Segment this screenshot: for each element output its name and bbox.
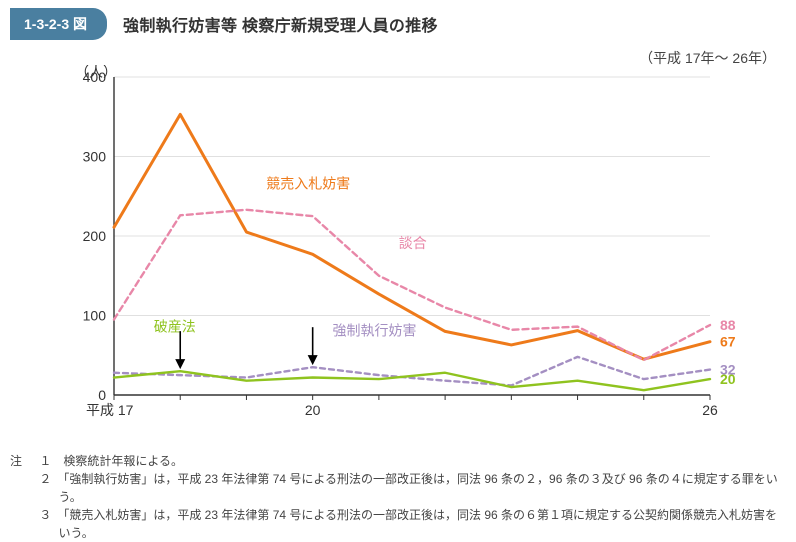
footnote-line: １ 検察統計年報による。 — [39, 452, 779, 470]
svg-text:300: 300 — [83, 149, 107, 165]
line-chart: 0100200300400（人）平成 172026競売入札妨害67談合88強制執… — [60, 65, 760, 425]
series-label-kyobai: 競売入札妨害 — [266, 175, 350, 191]
end-label-dango: 88 — [720, 317, 736, 333]
end-label-hasan: 20 — [720, 371, 736, 387]
svg-text:100: 100 — [83, 308, 107, 324]
svg-text:0: 0 — [98, 387, 106, 403]
figure-title: 強制執行妨害等 検察庁新規受理人員の推移 — [123, 12, 438, 36]
series-label-hasan: 破産法 — [154, 318, 196, 334]
end-label-kyobai: 67 — [720, 334, 736, 350]
figure-tag: 1-3-2-3 図 — [10, 8, 107, 40]
svg-text:平成 17: 平成 17 — [86, 402, 134, 418]
svg-text:26: 26 — [702, 402, 718, 418]
footnotes: 注 １ 検察統計年報による。２ 「強制執行妨害」は，平成 23 年法律第 74 … — [10, 452, 786, 542]
notes-label: 注 — [10, 452, 36, 470]
svg-text:200: 200 — [83, 228, 107, 244]
svg-text:（人）: （人） — [75, 65, 117, 80]
series-label-dango: 談合 — [399, 235, 427, 251]
svg-text:20: 20 — [305, 402, 321, 418]
footnote-line: ２ 「強制執行妨害」は，平成 23 年法律第 74 号による刑法の一部改正後は，… — [39, 470, 779, 506]
series-label-kyosei: 強制執行妨害 — [333, 322, 417, 338]
footnote-line: ３ 「競売入札妨害」は，平成 23 年法律第 74 号による刑法の一部改正後は，… — [39, 506, 779, 542]
